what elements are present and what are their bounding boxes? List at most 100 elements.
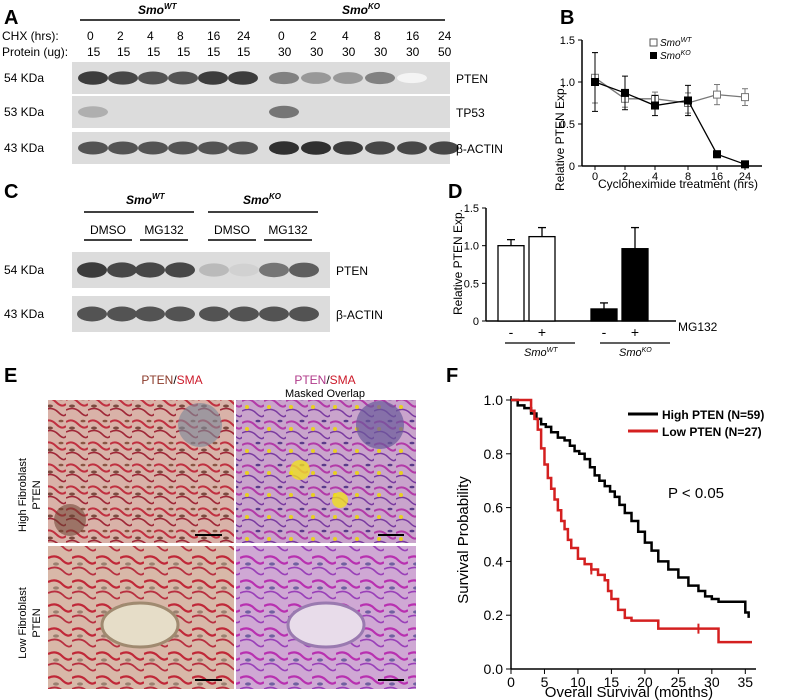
panel-b-letter: B — [560, 7, 574, 29]
panel-a-protein-value: 15 — [117, 45, 131, 59]
panel-b-legend-wt: SmoWT — [660, 37, 692, 49]
panel-b-ylabel: Relative PTEN Exp. — [553, 85, 567, 191]
panel-a-chx-value: 4 — [342, 29, 349, 43]
panel-a-chx-value: 4 — [147, 29, 154, 43]
panel-a-band — [198, 141, 228, 155]
panel-c-band — [229, 306, 259, 322]
panel-a-chx-value: 16 — [207, 29, 221, 43]
panel-a-protein-name: TP53 — [456, 106, 485, 120]
panel-d-bar — [621, 248, 649, 322]
panel-a-band — [269, 105, 299, 119]
panel-b-series-line — [594, 77, 746, 104]
panel-a-chx-value: 8 — [374, 29, 381, 43]
panel-a-band — [228, 141, 258, 155]
panel-a-band — [108, 141, 138, 155]
panel-f-x-tick-label: 35 — [738, 674, 754, 690]
panel-c: C SmoWT SmoKO DMSO MG132 DMSO MG132 54 KDa P… — [4, 181, 383, 332]
panel-a-band — [301, 141, 331, 155]
panel-c-band — [107, 262, 137, 278]
panel-c-group-wt: SmoWT — [126, 192, 166, 207]
panel-a-band — [397, 141, 427, 155]
panel-c-band — [165, 262, 195, 278]
micrograph-low-pten-overlap — [236, 546, 416, 689]
panel-a-protein-label: Protein (ug): — [2, 45, 68, 59]
panel-f-chart: 0.0 0.2 0.4 0.6 0.8 1.0 0 5 10 15 20 25 30 35 — [484, 392, 756, 690]
panel-a-chx-value: 0 — [278, 29, 285, 43]
panel-c-band — [135, 262, 165, 278]
panel-f-legend-high: High PTEN (N=59) — [662, 408, 764, 422]
panel-c-band — [165, 306, 195, 322]
panel-f-letter: F — [446, 365, 458, 387]
panel-c-kda-label: 54 KDa — [4, 263, 44, 277]
panel-b-y-tick-label: 0 — [569, 161, 575, 173]
panel-f-legend-low: Low PTEN (N=27) — [662, 425, 762, 439]
panel-a-protein-value: 15 — [237, 45, 251, 59]
panel-e-row1-label-line2: PTEN — [31, 480, 43, 509]
panel-a-band — [168, 141, 198, 155]
panel-d-treatment-label: MG132 — [678, 320, 718, 334]
panel-d-chart: 0 0.5 1.0 1.5 - + - + — [464, 203, 676, 340]
panel-a-band — [138, 71, 168, 85]
panel-a-band — [198, 71, 228, 85]
panel-a-protein-value: 30 — [374, 45, 388, 59]
panel-a-chx-label: CHX (hrs): — [2, 29, 59, 43]
panel-a-protein-value: 15 — [207, 45, 221, 59]
panel-b-legend-ko: SmoKO — [660, 50, 691, 62]
panel-d-y-tick-label: 0 — [473, 316, 479, 328]
panel-d-y-tick-label: 0.5 — [464, 278, 479, 290]
panel-f-x-tick-label: 0 — [507, 674, 515, 690]
panel-a-band — [269, 141, 299, 155]
panel-c-band — [107, 306, 137, 322]
panel-b-point — [741, 93, 749, 102]
panel-f-x-tick-label: 30 — [704, 674, 720, 690]
panel-a-band — [333, 141, 363, 155]
panel-a-band — [333, 72, 363, 84]
panel-b-y-tick-label: 1.5 — [560, 35, 575, 47]
panel-a-group-ko: SmoKO — [342, 2, 381, 17]
panel-f: F Survival Probability Overall Survival … — [446, 365, 764, 700]
panel-e-row2-label-line2: PTEN — [31, 608, 43, 637]
panel-a-protein-value: 30 — [310, 45, 324, 59]
panel-c-treatment-label: MG132 — [268, 223, 308, 237]
micrograph-high-pten-stain — [48, 400, 234, 543]
panel-a-protein-name: β-ACTIN — [456, 142, 503, 156]
panel-d-bar — [528, 235, 556, 322]
panel-c-band — [199, 306, 229, 322]
panel-f-y-tick-label: 0.0 — [484, 661, 504, 677]
panel-c-kda-label: 43 KDa — [4, 307, 44, 321]
panel-f-ylabel: Survival Probability — [455, 476, 472, 604]
panel-a-band — [269, 71, 299, 85]
panel-b-x-tick-label: 4 — [652, 171, 658, 183]
panel-e: E PTEN/SMA PTEN/SMA Masked Overlap High … — [4, 365, 416, 689]
panel-e-col2-subtitle: Masked Overlap — [285, 388, 365, 400]
panel-f-x-tick-label: 25 — [671, 674, 687, 690]
panel-a-blot-strip — [72, 96, 450, 128]
panel-c-band — [77, 262, 107, 278]
panel-a-protein-value: 15 — [177, 45, 191, 59]
panel-b-y-tick-label: 0.5 — [560, 119, 575, 131]
panel-f-x-tick-label: 5 — [541, 674, 549, 690]
panel-c-band — [199, 263, 229, 277]
panel-a: A SmoWT SmoKO CHX (hrs): Protein (ug): 0… — [2, 2, 503, 164]
panel-d-sign-label: + — [538, 324, 546, 340]
panel-a-letter: A — [4, 7, 18, 29]
panel-f-x-tick-label: 15 — [604, 674, 620, 690]
panel-a-kda-label: 54 KDa — [4, 71, 44, 85]
panel-a-kda-label: 53 KDa — [4, 105, 44, 119]
panel-f-y-tick-label: 0.2 — [484, 607, 504, 623]
panel-a-kda-label: 43 KDa — [4, 141, 44, 155]
panel-d-sign-label: - — [602, 324, 607, 340]
panel-a-band — [397, 72, 427, 84]
panel-c-letter: C — [4, 181, 18, 203]
panel-c-treatment-label: DMSO — [214, 223, 250, 237]
panel-b-legend-wt-marker — [649, 38, 658, 47]
panel-b-legend-ko-marker — [650, 52, 657, 59]
panel-b-point — [713, 150, 721, 159]
panel-b-x-tick-label: 16 — [711, 171, 723, 183]
micrograph-low-pten-stain — [48, 546, 234, 689]
panel-a-protein-value: 30 — [406, 45, 420, 59]
panel-e-col2-title: PTEN/SMA — [294, 373, 355, 387]
panel-c-treatment-label: DMSO — [90, 223, 126, 237]
panel-a-band — [78, 106, 108, 118]
